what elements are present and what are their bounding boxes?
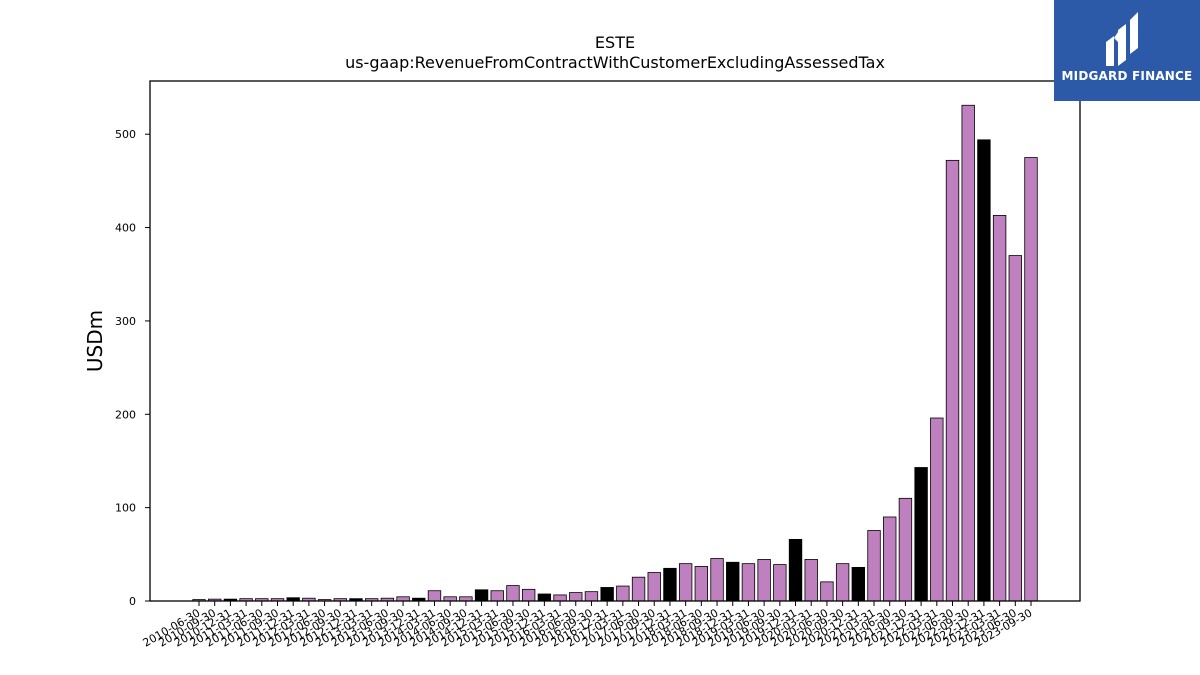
bar-2022-06-30: [945, 159, 960, 602]
bar-2017-09-30: [647, 572, 661, 602]
bar-2019-03-31: [741, 563, 756, 602]
bar-2014-12-31: [474, 589, 489, 602]
bar-2020-03-31: [804, 559, 818, 602]
y-tick-label: 500: [115, 128, 136, 141]
bar-2021-06-30: [883, 516, 897, 602]
bar-2018-03-31: [678, 563, 693, 602]
y-tick-label: 400: [115, 222, 136, 235]
brand-name: MIDGARD FINANCE: [1061, 69, 1193, 83]
bar-2020-12-31: [851, 566, 865, 602]
bar-2023-03-31: [992, 215, 1007, 602]
bar-2020-09-30: [835, 563, 850, 602]
x-axis-ticks: 2010-06-302010-09-302010-12-312011-03-31…: [141, 601, 1035, 650]
chart-subtitle: us-gaap:RevenueFromContractWithCustomerE…: [345, 53, 885, 72]
midgard-m-icon: [1106, 12, 1138, 66]
bar-2015-12-31: [537, 593, 552, 602]
bar-2022-09-30: [961, 104, 975, 602]
bar-2015-09-30: [521, 588, 536, 602]
bar-2018-06-30: [694, 566, 709, 602]
bar-2018-09-30: [710, 558, 724, 602]
bar-2017-06-30: [631, 576, 646, 602]
bar-2016-03-31: [553, 594, 567, 602]
bar-2014-03-31: [427, 590, 442, 602]
bar-2023-09-30: [1024, 157, 1038, 602]
bar-2015-03-31: [490, 590, 504, 602]
bar-2016-06-30: [569, 592, 583, 602]
plot-frame: [149, 80, 1081, 602]
bar-2019-12-31: [788, 538, 803, 602]
bar-2019-09-30: [773, 564, 787, 602]
bar-2018-12-31: [726, 561, 740, 602]
bar-2021-09-30: [898, 497, 913, 602]
bar-2017-03-31: [616, 585, 630, 602]
y-axis-label: USDm: [83, 310, 107, 372]
bar-2022-03-31: [930, 417, 944, 602]
bar-2016-12-31: [600, 587, 614, 602]
y-tick-label: 100: [115, 502, 136, 515]
bar-2023-06-30: [1008, 255, 1022, 602]
bar-2022-12-31: [977, 139, 991, 602]
bar-2019-06-30: [757, 559, 771, 602]
bar-2020-06-30: [820, 581, 834, 602]
y-tick-label: 0: [129, 595, 136, 608]
brand-logo: MIDGARD FINANCE: [1054, 0, 1200, 101]
y-tick-label: 300: [115, 315, 136, 328]
y-tick-label: 200: [115, 408, 136, 421]
y-axis-ticks: 0 100 200 300 400 500: [115, 128, 150, 608]
bars-group: [192, 104, 1038, 602]
bar-2021-03-31: [867, 530, 881, 602]
bar-2017-12-31: [663, 567, 677, 602]
chart-title: ESTE: [595, 33, 635, 52]
bar-2015-06-30: [506, 585, 520, 602]
bar-2016-09-30: [584, 591, 599, 602]
bar-2021-12-31: [914, 467, 928, 602]
